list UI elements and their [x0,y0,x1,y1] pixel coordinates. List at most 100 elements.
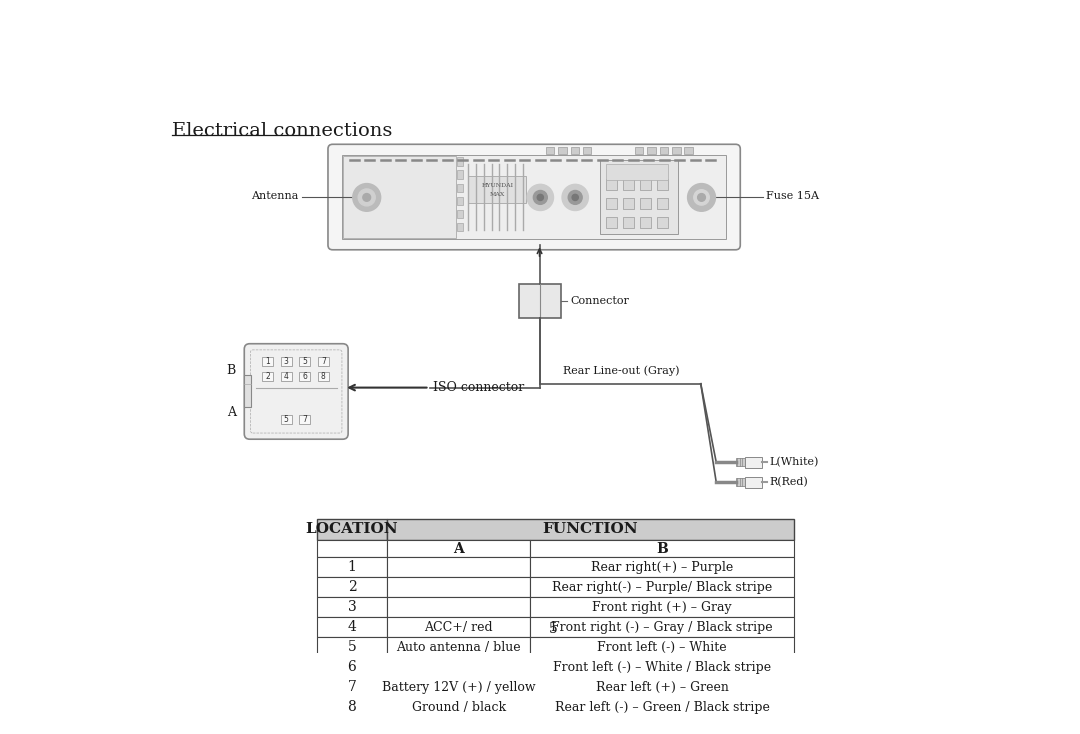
Text: Rear right(+) – Purple: Rear right(+) – Purple [591,561,733,573]
Bar [387,637,530,657]
Text: 5: 5 [348,640,356,654]
Bar [735,459,745,466]
Bar [658,179,669,189]
Text: A: A [454,542,464,556]
Bar [457,157,463,166]
Bar [745,477,762,487]
Circle shape [363,194,370,201]
Bar [469,176,526,203]
Bar [318,637,387,657]
Text: Ground / black: Ground / black [411,701,505,713]
Circle shape [359,189,375,206]
Bar [318,697,387,717]
Bar [281,415,292,424]
Bar [299,357,310,366]
Bar [530,677,794,697]
Bar [600,161,677,233]
Bar [318,617,387,637]
Text: Front right (+) – Gray: Front right (+) – Gray [592,600,732,614]
Bar [530,577,794,597]
Text: 6: 6 [302,372,307,382]
Bar [457,197,463,205]
Text: Front left (-) – White: Front left (-) – White [597,641,727,653]
Bar [457,170,463,179]
Bar [635,148,644,153]
Bar [530,557,794,577]
Bar [640,198,651,209]
Bar [623,198,634,209]
Bar [262,372,273,382]
Bar [518,283,562,319]
Text: 6: 6 [348,660,356,674]
Text: HYUNDAI: HYUNDAI [482,184,514,189]
Text: 3: 3 [284,357,288,366]
Text: B: B [657,542,667,556]
Text: 8: 8 [348,700,356,714]
Text: 1: 1 [348,560,356,574]
Bar [735,479,745,486]
Text: ACC+/ red: ACC+/ red [424,620,492,633]
Bar [545,148,554,153]
Text: 5: 5 [302,357,307,366]
Bar [281,357,292,366]
Text: Auto antenna / blue: Auto antenna / blue [396,641,521,653]
Text: LOCATION: LOCATION [306,523,399,537]
Bar [530,657,794,677]
Text: ISO connector: ISO connector [433,381,524,394]
Text: Battery 12V (+) / yellow: Battery 12V (+) / yellow [381,680,536,694]
Circle shape [537,195,543,200]
Bar [658,217,669,228]
Bar [606,179,617,189]
Bar [530,637,794,657]
Text: 7: 7 [321,357,326,366]
Text: L(White): L(White) [769,457,819,468]
Bar [387,677,530,697]
Bar [299,415,310,424]
Text: 5: 5 [284,415,288,424]
Circle shape [688,184,715,211]
Bar [530,617,794,637]
Text: Electrical connections: Electrical connections [172,122,392,140]
Bar [342,155,727,239]
Bar [318,557,387,577]
Text: 5: 5 [549,622,558,636]
Bar [318,372,328,382]
Bar [318,677,387,697]
Text: 4: 4 [284,372,288,382]
Circle shape [527,184,554,211]
Bar [387,697,530,717]
Bar [457,184,463,192]
Bar [640,179,651,189]
Bar [387,617,530,637]
Bar [530,697,794,717]
Text: Rear Line-out (Gray): Rear Line-out (Gray) [563,366,679,376]
Bar [606,198,617,209]
Text: 4: 4 [348,620,356,634]
Bar [606,217,617,228]
Text: FUNCTION: FUNCTION [542,523,638,537]
Text: Rear right(-) – Purple/ Black stripe: Rear right(-) – Purple/ Black stripe [552,581,772,594]
Circle shape [534,191,548,204]
Bar [570,148,579,153]
Circle shape [698,194,705,201]
Bar [299,372,310,382]
Bar [262,357,273,366]
Bar [343,156,456,239]
Circle shape [353,184,380,211]
Bar [640,217,651,228]
Text: A: A [227,406,235,419]
Text: 3: 3 [348,600,356,614]
Text: 8: 8 [321,372,326,382]
Text: Fuse 15A: Fuse 15A [766,191,819,201]
Bar [583,148,592,153]
FancyBboxPatch shape [244,344,348,439]
Circle shape [693,189,710,205]
Text: 1: 1 [266,357,270,366]
Bar [387,577,530,597]
Bar [745,457,762,468]
Bar [387,540,530,557]
Circle shape [568,191,582,204]
Text: Rear left (-) – Green / Black stripe: Rear left (-) – Green / Black stripe [554,701,769,713]
Bar [318,657,387,677]
Bar [558,148,567,153]
